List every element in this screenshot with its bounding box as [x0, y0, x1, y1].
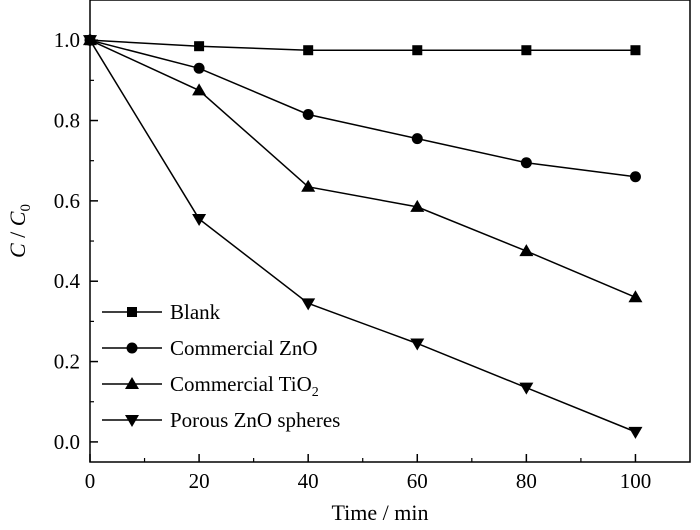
data-point: [411, 133, 423, 145]
y-tick-label: 0.0: [54, 430, 80, 454]
legend-marker: [126, 342, 138, 354]
series-3: [83, 33, 643, 303]
data-point: [519, 382, 534, 395]
y-tick-label: 0.8: [54, 109, 80, 133]
data-point: [521, 45, 532, 56]
axis-ticks: 0 20 40 60 80 100 0.0 0.2 0.4 0.6 0.8 1.0: [54, 28, 651, 493]
data-point: [194, 41, 205, 52]
y-axis-title: C / C0: [5, 204, 34, 258]
y-tick-label: 0.2: [54, 350, 80, 374]
data-point: [301, 298, 316, 311]
data-point: [412, 45, 423, 56]
x-axis-title: Time / min: [332, 500, 429, 525]
legend-marker: [125, 377, 139, 389]
x-tick-label: 40: [298, 469, 319, 493]
legend-item-2: Commercial ZnO: [102, 336, 318, 360]
x-tick-label: 80: [516, 469, 537, 493]
data-point: [520, 157, 532, 169]
series-1: [85, 35, 641, 56]
series-line: [89, 39, 636, 298]
legend: Blank Commercial ZnO Commercial TiO2 Porous…: [102, 300, 340, 432]
plot-frame: [89, 0, 691, 463]
legend-marker: [125, 415, 139, 427]
y-tick-label: 1.0: [54, 28, 80, 52]
data-point: [410, 338, 425, 351]
series-line: [89, 39, 636, 433]
legend-item-3: Commercial TiO2: [102, 372, 319, 400]
series-4: [83, 35, 643, 439]
series-group: [83, 33, 643, 439]
data-point: [629, 171, 641, 183]
x-tick-label: 60: [407, 469, 428, 493]
data-point: [193, 62, 205, 74]
legend-label: Commercial ZnO: [170, 336, 318, 360]
legend-label: Blank: [170, 300, 221, 324]
y-tick-label: 0.4: [54, 269, 81, 293]
data-point: [628, 426, 643, 439]
data-point: [192, 213, 207, 226]
data-point: [410, 199, 425, 212]
series-line: [89, 39, 636, 178]
data-point: [192, 83, 207, 96]
x-tick-label: 100: [620, 469, 652, 493]
legend-marker: [127, 307, 137, 317]
y-axis-title-c: C: [5, 243, 30, 258]
data-point: [303, 45, 314, 56]
legend-label: Commercial TiO2: [170, 372, 319, 400]
svg-text:C / C0: C / C0: [5, 204, 34, 258]
series-line: [89, 39, 636, 51]
y-axis-title-c0: C: [5, 211, 30, 226]
y-tick-label: 0.6: [54, 189, 80, 213]
data-point: [628, 290, 643, 303]
legend-item-4: Porous ZnO spheres: [102, 408, 340, 432]
data-point: [83, 35, 97, 48]
x-tick-label: 20: [189, 469, 210, 493]
data-point: [302, 108, 314, 120]
y-axis-title-subscript: 0: [18, 204, 34, 212]
legend-item-1: Blank: [102, 300, 221, 324]
y-axis-title-slash: /: [5, 226, 30, 243]
data-point: [301, 179, 316, 192]
data-point: [519, 244, 534, 257]
data-point: [630, 45, 641, 56]
series-2: [84, 34, 641, 183]
legend-label: Porous ZnO spheres: [170, 408, 340, 432]
x-tick-label: 0: [85, 469, 96, 493]
